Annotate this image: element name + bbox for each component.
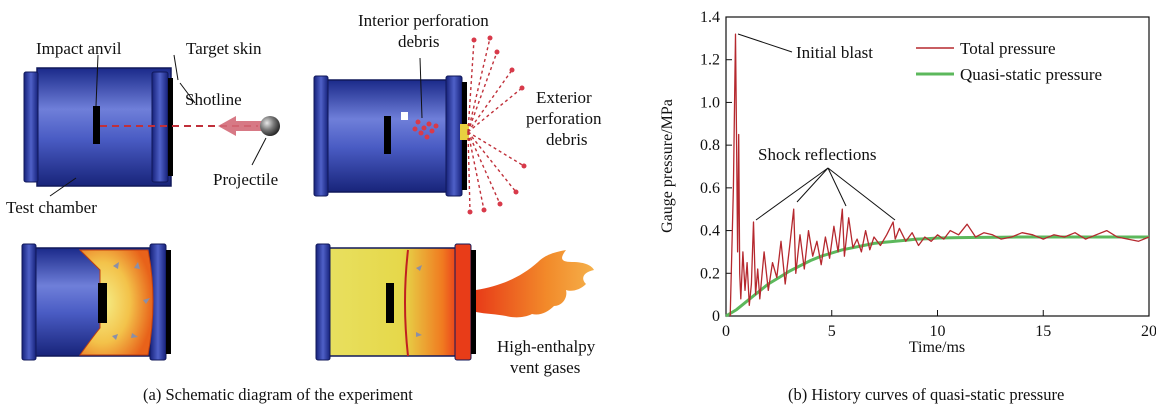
y-axis-ticks: 0 0.2 0.4 0.6 0.8 1.0 1.2 1.4 [700,9,732,325]
annotation-initial-blast: Initial blast [796,43,873,62]
test-chamber-perforated: Interior perforation debris Exterior per… [313,11,602,215]
x-tick-label: 10 [930,323,946,340]
x-axis-ticks: 0 5 10 15 20 [722,310,1156,340]
y-tick-label: 1.4 [700,9,720,26]
legend-label-total: Total pressure [960,39,1056,58]
test-chamber-intact: Impact anvil Target skin Shotline Projec… [6,39,280,217]
interior-debris-particles [412,119,439,140]
test-chamber-fireball [21,243,177,361]
x-axis-label: Time/ms [909,339,965,356]
label-exterior-debris-2: perforation [526,109,602,128]
series-line-quasi-static-pressure [725,235,1149,318]
y-tick-label: 0 [712,308,720,325]
label-exterior-debris-1: Exterior [536,88,592,107]
x-tick-label: 5 [828,323,836,340]
vent-gas-plume [476,250,594,318]
annotation-shock-reflections: Shock reflections [758,145,877,164]
y-tick-label: 0.2 [700,265,720,282]
x-tick-label: 0 [722,323,730,340]
projectile-arrow [218,116,262,136]
caption-panel-b: (b) History curves of quasi-static press… [788,385,1064,404]
y-tick-label: 1.2 [700,52,720,69]
legend-label-quasi: Quasi-static pressure [960,65,1102,84]
label-exterior-debris-3: debris [546,130,588,149]
test-chamber-venting: High-enthalpy vent gases [315,243,596,377]
series-line-total-pressure [729,33,1150,317]
caption-panel-a: (a) Schematic diagram of the experiment [143,385,413,404]
panel-a-schematic: Impact anvil Target skin Shotline Projec… [6,11,602,404]
label-impact-anvil: Impact anvil [36,39,122,58]
label-test-chamber: Test chamber [6,198,97,217]
label-vent-gases-2: vent gases [510,358,580,377]
label-projectile: Projectile [213,170,278,189]
chart-annotations: Initial blast Shock reflections [737,33,896,221]
x-tick-label: 15 [1035,323,1051,340]
y-tick-label: 0.8 [700,137,720,154]
label-shotline: Shotline [185,90,242,109]
projectile-sphere [260,116,280,136]
exterior-debris-rays [467,37,525,213]
label-interior-debris-1: Interior perforation [358,11,489,30]
panel-b-chart: 0 0.2 0.4 0.6 0.8 1.0 1.2 1.4 0 5 10 15 20 Total pr… [659,9,1156,404]
y-tick-label: 0.4 [700,223,720,240]
y-axis-label: Gauge pressure/MPa [659,99,676,233]
y-tick-label: 0.6 [700,180,720,197]
chart-legend: Total pressure Quasi-static pressure [916,39,1102,84]
x-tick-label: 20 [1141,323,1156,340]
y-tick-label: 1.0 [700,94,720,111]
label-target-skin: Target skin [186,39,262,58]
impact-anvil-shape [93,106,100,144]
label-vent-gases-1: High-enthalpy [497,337,596,356]
label-interior-debris-2: debris [398,32,440,51]
